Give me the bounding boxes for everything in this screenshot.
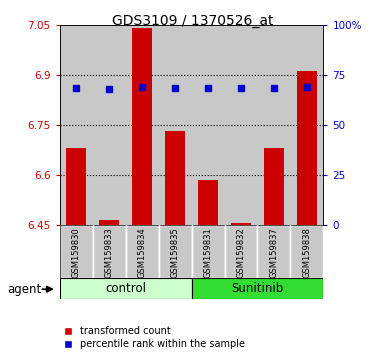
Text: Sunitinib: Sunitinib: [231, 282, 284, 295]
Text: GSM159837: GSM159837: [270, 227, 278, 278]
Bar: [132, 28, 152, 225]
Bar: [290, 25, 323, 225]
Legend: transformed count, percentile rank within the sample: transformed count, percentile rank withi…: [65, 326, 245, 349]
FancyBboxPatch shape: [60, 278, 192, 299]
Bar: [159, 25, 192, 225]
FancyBboxPatch shape: [126, 225, 159, 278]
Text: GSM159838: GSM159838: [302, 227, 311, 278]
Text: GDS3109 / 1370526_at: GDS3109 / 1370526_at: [112, 14, 273, 28]
Text: GSM159832: GSM159832: [236, 227, 246, 278]
Text: GSM159831: GSM159831: [204, 227, 213, 278]
Text: agent: agent: [8, 283, 42, 296]
FancyBboxPatch shape: [192, 278, 323, 299]
FancyBboxPatch shape: [159, 225, 192, 278]
FancyBboxPatch shape: [290, 225, 323, 278]
Bar: [126, 25, 159, 225]
Bar: [99, 220, 119, 225]
Bar: [66, 148, 86, 225]
Bar: [297, 72, 317, 225]
FancyBboxPatch shape: [192, 225, 224, 278]
Text: GSM159834: GSM159834: [137, 227, 147, 278]
FancyBboxPatch shape: [60, 225, 93, 278]
Bar: [198, 180, 218, 225]
FancyBboxPatch shape: [93, 225, 126, 278]
Text: GSM159833: GSM159833: [105, 227, 114, 278]
Text: GSM159835: GSM159835: [171, 227, 179, 278]
Bar: [192, 25, 224, 225]
FancyBboxPatch shape: [224, 225, 258, 278]
Text: control: control: [105, 282, 146, 295]
Bar: [224, 25, 258, 225]
Bar: [258, 25, 290, 225]
Bar: [60, 25, 93, 225]
Bar: [231, 223, 251, 225]
FancyBboxPatch shape: [258, 225, 290, 278]
Bar: [93, 25, 126, 225]
Text: GSM159830: GSM159830: [72, 227, 81, 278]
Bar: [264, 148, 284, 225]
Bar: [165, 131, 185, 225]
